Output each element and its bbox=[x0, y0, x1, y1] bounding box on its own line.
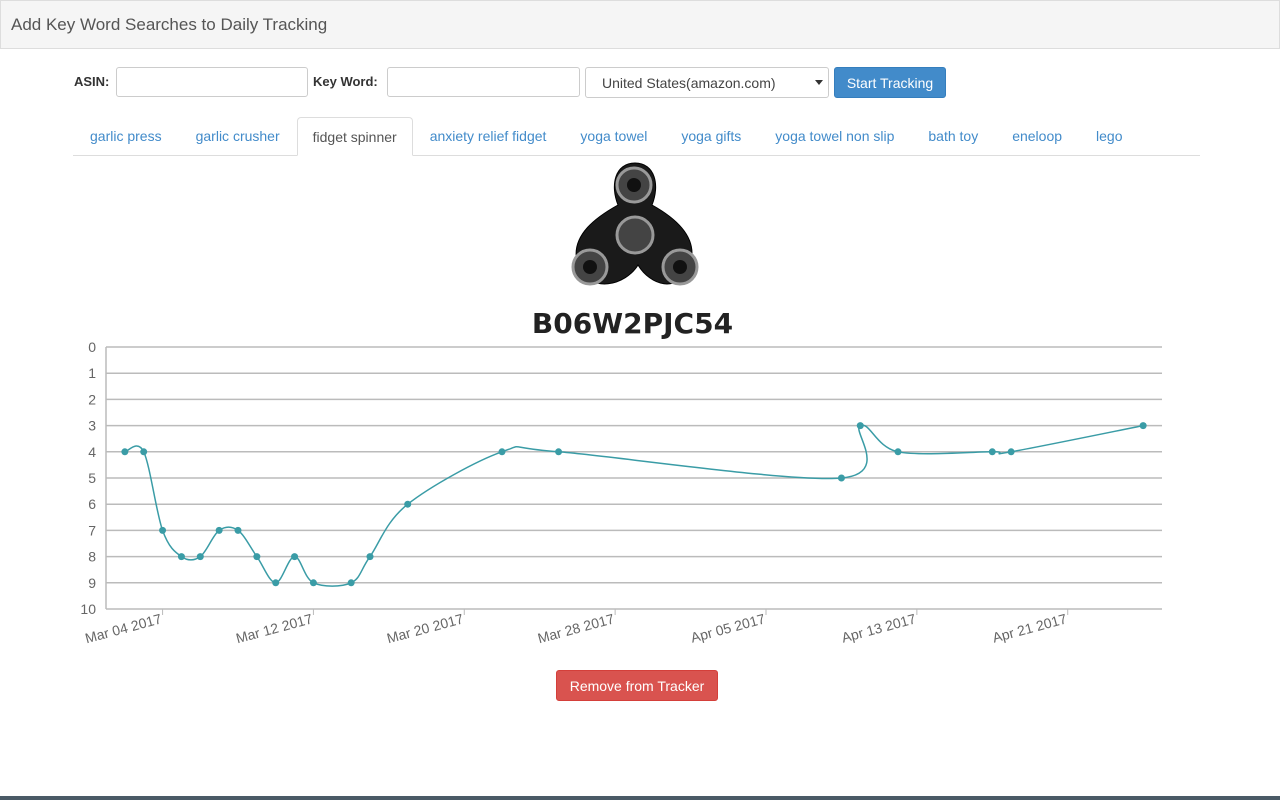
y-tick-label: 8 bbox=[88, 549, 96, 565]
product-image bbox=[571, 162, 699, 286]
y-tick-label: 3 bbox=[88, 418, 96, 434]
y-tick-label: 10 bbox=[80, 601, 96, 617]
point bbox=[309, 579, 317, 587]
y-tick-label: 0 bbox=[88, 339, 96, 355]
asin-input[interactable] bbox=[116, 67, 308, 97]
tab[interactable]: garlic crusher bbox=[195, 128, 280, 144]
tab[interactable]: yoga towel bbox=[580, 128, 648, 144]
tab[interactable]: yoga gifts bbox=[681, 128, 742, 144]
tabs: garlic press garlic crusher fidget spinner… bbox=[73, 117, 1200, 156]
marketplace-select[interactable]: United States(amazon.com) bbox=[585, 67, 829, 98]
asin-label: ASIN: bbox=[74, 74, 110, 89]
point bbox=[140, 448, 148, 456]
point bbox=[404, 500, 412, 508]
x-tick-label: Apr 05 2017 bbox=[689, 610, 767, 645]
point bbox=[856, 422, 864, 430]
remove-button[interactable]: Remove from Tracker bbox=[556, 670, 718, 701]
x-tick-label: Mar 28 2017 bbox=[536, 610, 616, 646]
point bbox=[498, 448, 506, 456]
point bbox=[215, 526, 223, 534]
y-tick-label: 1 bbox=[88, 365, 96, 381]
x-tick-label: Mar 12 2017 bbox=[234, 610, 314, 646]
x-tick-label: Mar 20 2017 bbox=[385, 610, 465, 646]
y-tick-label: 4 bbox=[88, 444, 96, 460]
y-tick-label: 5 bbox=[88, 470, 96, 486]
x-tick-label: Apr 13 2017 bbox=[840, 610, 918, 645]
tab[interactable]: fidget spinner bbox=[296, 117, 413, 156]
start-tracking-button[interactable]: Start Tracking bbox=[834, 67, 946, 98]
point bbox=[159, 526, 167, 534]
line bbox=[124, 424, 1144, 587]
y-tick-label: 9 bbox=[88, 575, 96, 591]
tab[interactable]: lego bbox=[1096, 128, 1123, 144]
point bbox=[234, 526, 242, 534]
tab[interactable]: eneloop bbox=[1012, 128, 1063, 144]
point bbox=[272, 579, 280, 587]
point bbox=[177, 553, 185, 561]
point bbox=[1139, 422, 1147, 430]
footer-bar bbox=[0, 796, 1280, 800]
header: Add Key Word Searches to Daily Tracking bbox=[0, 0, 1280, 49]
x-tick-label: Apr 21 2017 bbox=[991, 610, 1069, 645]
tab[interactable]: garlic press bbox=[90, 128, 162, 144]
point bbox=[555, 448, 563, 456]
keyword-input[interactable] bbox=[387, 67, 580, 97]
tab[interactable]: bath toy bbox=[928, 128, 979, 144]
y-tick-label: 7 bbox=[88, 522, 96, 538]
product-asin: B06W2PJC54 bbox=[531, 307, 734, 340]
point bbox=[291, 553, 299, 561]
point bbox=[121, 448, 129, 456]
point bbox=[988, 448, 996, 456]
keyword-label: Key Word: bbox=[313, 74, 378, 89]
point bbox=[196, 553, 204, 561]
point bbox=[347, 579, 355, 587]
y-tick-label: 6 bbox=[88, 496, 96, 512]
y-tick-label: 2 bbox=[88, 391, 96, 407]
point bbox=[253, 553, 261, 561]
point bbox=[1007, 448, 1015, 456]
header-title: Add Key Word Searches to Daily Tracking bbox=[11, 15, 328, 34]
point bbox=[894, 448, 902, 456]
tab[interactable]: anxiety relief fidget bbox=[429, 128, 547, 144]
point bbox=[837, 474, 845, 482]
tab[interactable]: yoga towel non slip bbox=[775, 128, 895, 144]
point bbox=[366, 553, 374, 561]
